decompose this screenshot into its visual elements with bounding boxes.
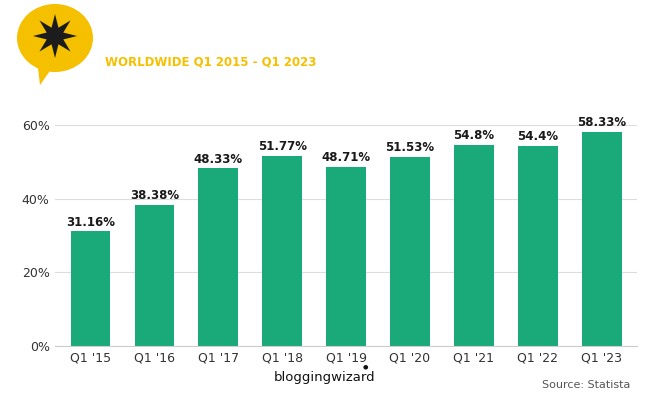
Text: 54.8%: 54.8% <box>454 129 495 142</box>
Ellipse shape <box>17 4 93 72</box>
Bar <box>326 167 366 346</box>
Text: 38.38%: 38.38% <box>130 189 179 202</box>
Bar <box>518 146 558 346</box>
Bar <box>582 132 621 346</box>
Bar <box>198 168 238 346</box>
Text: 48.71%: 48.71% <box>322 151 370 164</box>
Text: 58.33%: 58.33% <box>577 116 627 129</box>
Bar <box>71 232 110 346</box>
Text: 51.77%: 51.77% <box>257 140 307 153</box>
Text: 54.4%: 54.4% <box>517 130 558 144</box>
Polygon shape <box>38 68 52 85</box>
Text: MOBILE DEVICE WEBSITE TRAFFIC: MOBILE DEVICE WEBSITE TRAFFIC <box>105 22 476 42</box>
Text: 31.16%: 31.16% <box>66 216 115 229</box>
Text: WORLDWIDE Q1 2015 - Q1 2023: WORLDWIDE Q1 2015 - Q1 2023 <box>105 56 317 68</box>
Text: bloggingwizard: bloggingwizard <box>274 372 376 384</box>
Bar <box>263 156 302 346</box>
Text: 48.33%: 48.33% <box>194 153 243 166</box>
Text: Source: Statista: Source: Statista <box>542 380 630 390</box>
Text: 51.53%: 51.53% <box>385 141 435 154</box>
Polygon shape <box>33 14 77 58</box>
Bar <box>390 156 430 346</box>
Text: ●: ● <box>363 365 368 370</box>
Bar <box>135 205 174 346</box>
Bar <box>454 144 494 346</box>
